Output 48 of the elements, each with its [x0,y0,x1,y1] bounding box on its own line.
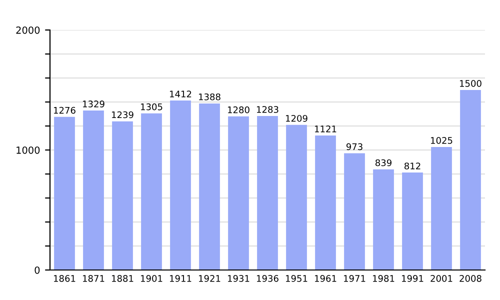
bar [286,124,307,270]
x-tick-label: 2001 [430,275,452,282]
bar [373,169,394,270]
data-label: 1388 [199,93,220,100]
data-label: 1500 [460,80,482,87]
bar [315,135,336,270]
y-tick-label: 0 [34,266,40,274]
data-label: 1280 [228,106,250,114]
x-tick-label: 1971 [344,275,366,282]
x-tick-label: 1981 [373,275,394,282]
x-tick-label: 1901 [141,275,162,282]
data-label: 812 [404,162,420,170]
x-tick-label: 1936 [257,275,278,282]
bar [141,113,162,270]
bar [460,90,481,270]
data-label: 1239 [112,111,134,118]
bar [402,172,423,270]
x-tick-label: 2008 [460,275,482,282]
bar [170,100,191,270]
data-label: 1329 [83,100,104,108]
bar [431,147,452,270]
bar [257,116,278,270]
x-tick-label: 1961 [315,275,336,282]
x-tick-label: 1861 [54,275,76,282]
bar [54,116,75,270]
data-label: 839 [375,159,392,166]
x-tick-label: 1951 [286,275,308,282]
bar [199,103,220,270]
data-label: 1209 [286,114,308,122]
data-label: 1283 [257,106,278,113]
x-tick-label: 1911 [170,275,192,282]
bar [112,121,133,270]
bar [344,153,365,270]
x-tick-label: 1991 [402,275,424,282]
data-label: 1412 [170,90,192,98]
y-tick-label: 1000 [16,146,40,154]
x-tick-label: 1921 [199,275,220,282]
x-tick-label: 1871 [83,275,104,282]
bar [83,110,104,270]
data-label: 1025 [431,137,452,144]
data-label: 973 [346,143,362,150]
data-label: 1276 [54,106,76,114]
data-label: 1305 [141,103,162,110]
x-tick-label: 1931 [228,275,250,282]
x-tick-label: 1881 [112,275,134,282]
y-tick-label: 2000 [16,26,40,34]
data-label: 1121 [315,126,336,132]
bar [228,116,249,270]
